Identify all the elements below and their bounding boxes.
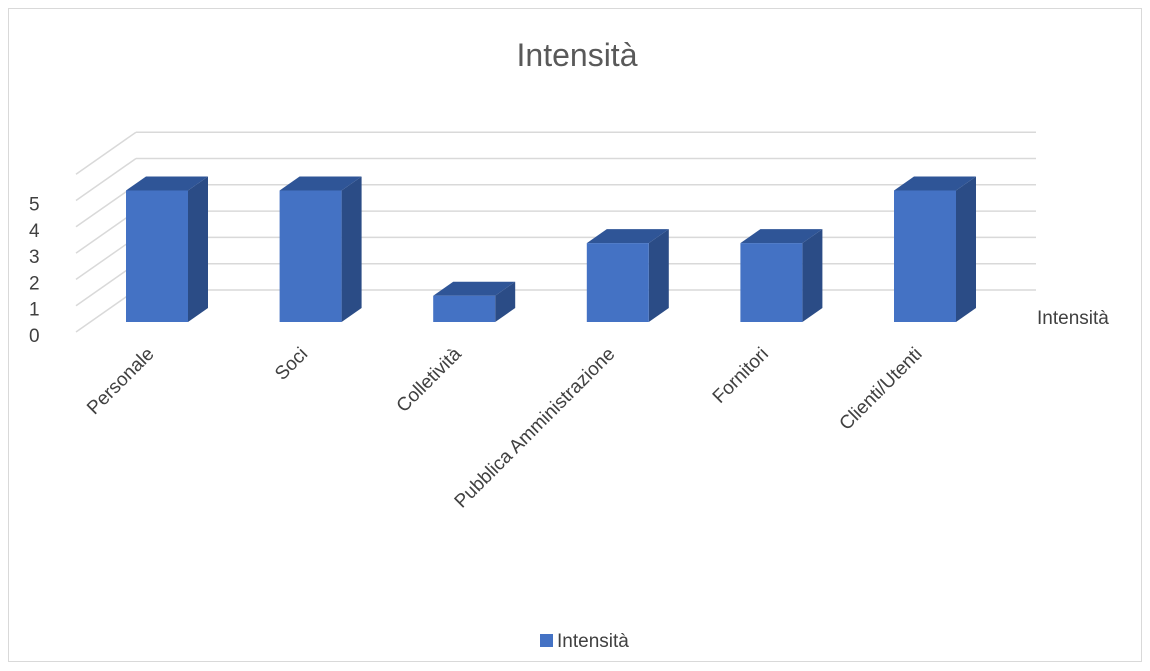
bar-front: [894, 190, 956, 322]
bar-front: [279, 190, 342, 322]
gridline-side: [75, 157, 137, 202]
legend: Intensità: [540, 631, 629, 652]
bar-top: [740, 229, 823, 244]
bar-top: [586, 229, 669, 244]
bar-top: [894, 176, 976, 191]
x-tick-label: Personale: [83, 344, 158, 419]
bar-top: [126, 176, 208, 191]
bar-front: [126, 190, 188, 322]
x-tick-label: Fornitori: [709, 344, 773, 408]
bar-front: [740, 243, 803, 322]
bar: [433, 281, 516, 322]
legend-label: Intensità: [557, 631, 629, 652]
bar-top: [433, 281, 516, 296]
bar: [586, 229, 669, 322]
bar-side: [648, 229, 669, 322]
depth-axis-label: Intensità: [1037, 308, 1109, 329]
y-tick-label: 2: [29, 273, 40, 294]
y-tick-label: 5: [29, 195, 40, 216]
bar-front: [433, 295, 496, 322]
bar-front: [586, 243, 649, 322]
bar-side: [495, 281, 516, 322]
chart-title: Intensità: [517, 37, 638, 73]
bar-side: [956, 176, 976, 322]
x-tick-label: Clienti/Utenti: [836, 344, 927, 435]
chart-area: 0 1 2 3 4 5 Personale Soci Colletività Pubblica A…: [8, 8, 1142, 662]
bar: [279, 176, 362, 322]
y-tick-label: 3: [29, 247, 40, 268]
bar-side: [802, 229, 823, 322]
gridline-side: [75, 131, 137, 175]
x-tick-label: Soci: [271, 344, 312, 385]
bar: [740, 229, 823, 322]
y-tick-label: 1: [29, 300, 40, 321]
bar: [894, 176, 976, 322]
bar: [126, 176, 208, 322]
legend-swatch: [540, 634, 553, 647]
bar-top: [279, 176, 362, 191]
y-tick-label: 4: [29, 221, 40, 242]
x-tick-label: Colletività: [393, 343, 466, 416]
bar-side: [188, 176, 208, 322]
x-tick-label: Pubblica Amministrazione: [451, 344, 620, 513]
y-tick-label: 0: [29, 326, 40, 347]
bar-side: [341, 176, 362, 322]
